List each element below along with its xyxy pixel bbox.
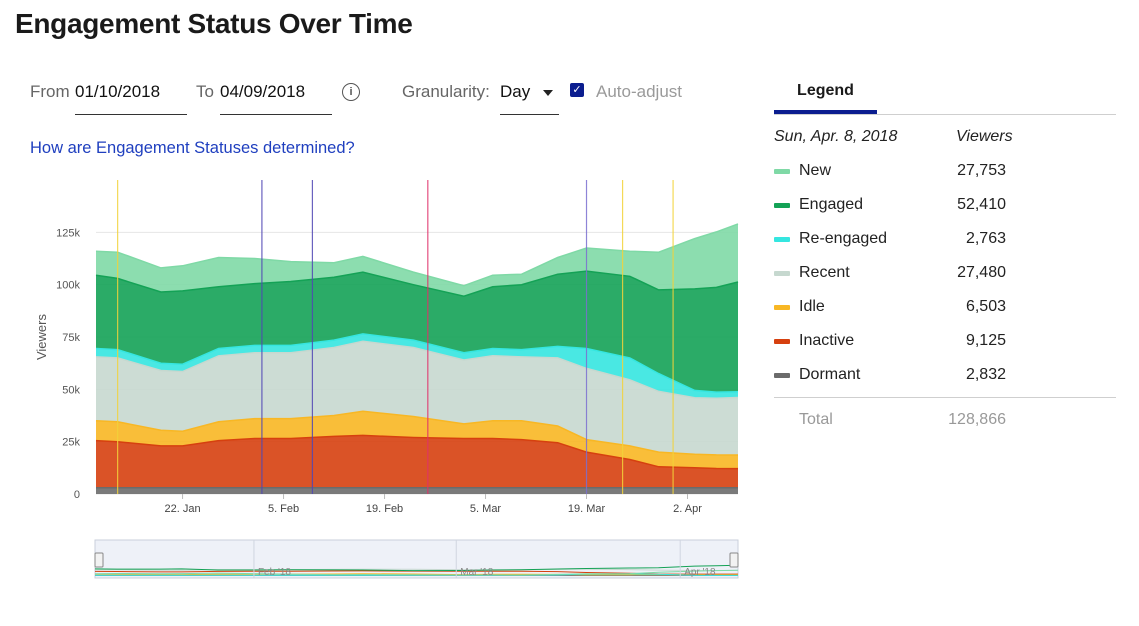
area-new xyxy=(96,223,738,297)
legend-item-label: Re-engaged xyxy=(799,230,888,247)
legend-item-label: Dormant xyxy=(799,366,861,383)
legend-item-recent[interactable]: Recent 27,480 xyxy=(774,264,1014,284)
tab-legend[interactable]: Legend xyxy=(774,82,877,114)
legend-viewers-header: Viewers xyxy=(956,128,1013,145)
legend-swatch xyxy=(774,169,790,174)
navigator-window xyxy=(94,539,739,579)
legend-item-re-engaged[interactable]: Re-engaged 2,763 xyxy=(774,230,1014,250)
legend-item-value: 52,410 xyxy=(957,196,1006,213)
legend-item-dormant[interactable]: Dormant 2,832 xyxy=(774,366,1014,386)
legend-swatch xyxy=(774,305,790,310)
x-tick-label: 19. Mar xyxy=(568,503,606,515)
x-tick-label: 22. Jan xyxy=(165,503,201,515)
legend-item-label: Inactive xyxy=(799,332,855,349)
legend-item-value: 6,503 xyxy=(965,298,1006,315)
x-tick-label: 5. Feb xyxy=(268,503,299,515)
legend-swatch xyxy=(774,373,790,378)
legend-swatch xyxy=(774,203,790,208)
legend-total-divider xyxy=(774,397,1116,398)
series-line-idle xyxy=(95,410,739,456)
to-date-input[interactable]: 04/09/2018 xyxy=(220,80,332,115)
legend-item-idle[interactable]: Idle 6,503 xyxy=(774,298,1014,318)
auto-adjust-label[interactable]: Auto-adjust xyxy=(596,82,682,101)
legend-item-value: 2,832 xyxy=(965,366,1006,383)
navigator-series-line xyxy=(94,564,739,572)
page-title: Engagement Status Over Time xyxy=(15,8,413,39)
from-date-input[interactable]: 01/10/2018 xyxy=(75,80,187,115)
legend-item-value: 9,125 xyxy=(965,332,1006,349)
area-dormant xyxy=(96,487,738,494)
legend-swatch xyxy=(774,237,790,242)
legend-total-label: Total xyxy=(799,411,833,428)
area-idle xyxy=(96,411,738,469)
area-inactive xyxy=(96,435,738,488)
chevron-down-icon xyxy=(543,90,553,96)
legend-item-value: 27,480 xyxy=(957,264,1006,281)
legend-date: Sun, Apr. 8, 2018 xyxy=(774,128,898,145)
auto-adjust-checkbox[interactable]: ✓ xyxy=(570,83,584,97)
legend-item-label: Idle xyxy=(799,298,825,315)
y-axis-title: Viewers xyxy=(34,314,49,361)
from-label: From xyxy=(30,82,70,101)
y-tick-label: 75k xyxy=(62,332,80,344)
series-line-recent xyxy=(95,340,739,400)
legend-item-label: Engaged xyxy=(799,196,864,213)
area-re-engaged xyxy=(96,333,738,399)
series-line-new xyxy=(95,223,739,287)
legend-item-value: 27,753 xyxy=(957,162,1006,179)
info-icon[interactable]: i xyxy=(342,83,360,101)
series-line-re-engaged xyxy=(95,333,739,393)
granularity-label: Granularity: xyxy=(402,82,490,101)
series-line-engaged xyxy=(95,270,739,297)
y-tick-label: 50k xyxy=(62,384,80,396)
legend-item-inactive[interactable]: Inactive 9,125 xyxy=(774,332,1014,352)
granularity-select[interactable]: Day xyxy=(500,80,559,115)
x-tick-label: 19. Feb xyxy=(366,503,403,515)
navigator-label: Apr '18 xyxy=(684,567,716,578)
y-tick-label: 0 xyxy=(74,489,80,501)
legend-swatch xyxy=(774,339,790,344)
area-engaged xyxy=(96,271,738,393)
navigator-series-line xyxy=(95,568,739,571)
legend-item-label: New xyxy=(799,162,832,179)
legend-item-engaged[interactable]: Engaged 52,410 xyxy=(774,196,1014,216)
y-tick-label: 125k xyxy=(56,227,80,239)
navigator-right-handle[interactable] xyxy=(729,552,739,568)
x-tick-label: 2. Apr xyxy=(673,503,702,515)
legend-item-label: Recent xyxy=(799,264,850,281)
from-date-value: 01/10/2018 xyxy=(75,82,161,101)
area-recent xyxy=(96,341,738,455)
engagement-chart: 0 25k 50k 75k 100k 125k Viewers 22. Jan 5. Feb 19… xyxy=(34,180,739,579)
legend-item-new[interactable]: New 27,753 xyxy=(774,162,1014,182)
legend-total-value: 128,866 xyxy=(948,411,1006,428)
series-line-inactive xyxy=(95,434,739,470)
navigator-label: Feb '18 xyxy=(258,567,291,578)
legend-item-value: 2,763 xyxy=(965,230,1006,247)
engagement-help-link[interactable]: How are Engagement Statuses determined? xyxy=(30,139,355,157)
y-tick-label: 25k xyxy=(62,437,80,449)
navigator-label: Mar '18 xyxy=(460,567,493,578)
y-tick-label: 100k xyxy=(56,280,80,292)
to-label: To xyxy=(196,82,214,101)
x-tick-label: 5. Mar xyxy=(470,503,502,515)
navigator-left-handle[interactable] xyxy=(94,552,104,568)
navigator-series-line xyxy=(94,569,739,576)
legend-swatch xyxy=(774,271,790,276)
to-date-value: 04/09/2018 xyxy=(220,82,306,101)
legend-divider xyxy=(774,114,1116,115)
granularity-value: Day xyxy=(500,82,531,101)
